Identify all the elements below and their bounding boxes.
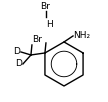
Text: NH₂: NH₂ (74, 31, 91, 40)
Text: Br: Br (40, 2, 50, 11)
Text: H: H (46, 20, 53, 29)
Text: D: D (13, 47, 20, 57)
Text: Br: Br (32, 35, 42, 44)
Text: D: D (15, 59, 22, 68)
